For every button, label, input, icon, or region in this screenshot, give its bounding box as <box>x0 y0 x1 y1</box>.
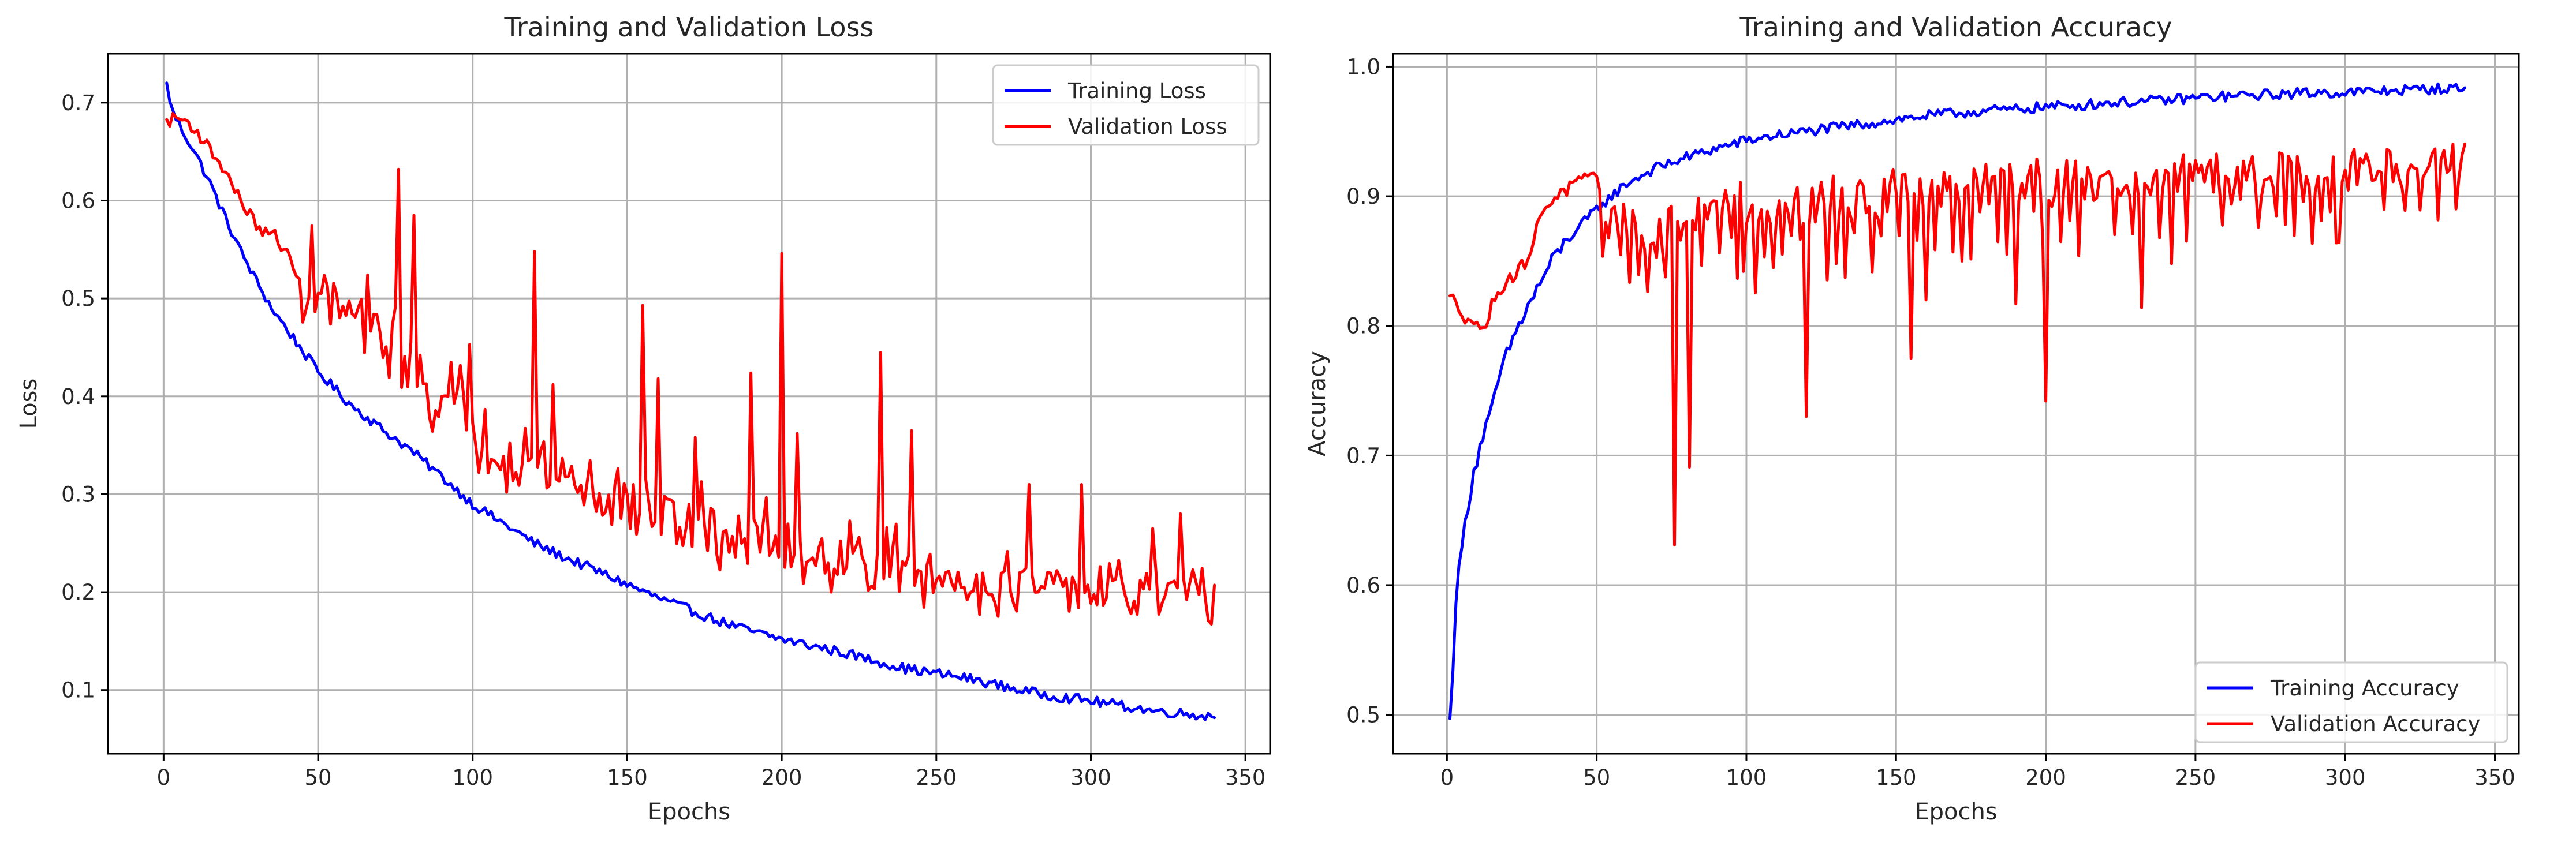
chart-title: Training and Validation Accuracy <box>1739 12 2172 43</box>
y-tick-label: 0.6 <box>61 188 95 213</box>
x-tick-label: 200 <box>2025 765 2066 790</box>
x-tick-label: 150 <box>607 765 648 790</box>
legend-label: Validation Accuracy <box>2271 712 2480 736</box>
series-line-training-accuracy <box>1448 82 2467 720</box>
x-tick-label: 350 <box>2474 765 2515 790</box>
x-tick-label: 100 <box>1726 765 1767 790</box>
loss-chart: 0 50 100 150 200 250 300 350 0.1 0.2 0.3 0.4 0.5 0.6 0… <box>16 12 1271 825</box>
legend-label: Training Loss <box>1067 78 1206 103</box>
series-line-validation-loss <box>165 111 1216 626</box>
y-tick-label: 0.3 <box>61 482 95 507</box>
plot-frame <box>107 53 1271 755</box>
x-tick-label: 350 <box>1225 765 1266 790</box>
x-tick-label: 300 <box>2325 765 2366 790</box>
legend-label: Training Accuracy <box>2270 676 2459 701</box>
x-tick-label: 50 <box>1583 765 1610 790</box>
series-line-validation-accuracy <box>1448 142 2467 546</box>
y-tick-label: 0.5 <box>61 286 95 311</box>
x-tick-label: 0 <box>157 765 171 790</box>
y-axis-label: Loss <box>16 379 42 429</box>
plot-frame <box>1392 53 2520 755</box>
y-tick-label: 0.5 <box>1346 703 1380 728</box>
y-tick-label: 0.2 <box>61 580 95 605</box>
x-tick-label: 0 <box>1440 765 1454 790</box>
x-tick-label: 200 <box>761 765 802 790</box>
x-tick-label: 150 <box>1876 765 1917 790</box>
x-tick-label: 300 <box>1070 765 1111 790</box>
y-tick-label: 0.7 <box>1346 443 1380 468</box>
x-tick-label: 100 <box>452 765 493 790</box>
chart-title: Training and Validation Loss <box>504 12 874 43</box>
y-tick-label: 0.8 <box>1346 314 1380 339</box>
accuracy-chart: 0 50 100 150 200 250 300 350 0.5 0.6 0.7 0.8 0.9 1.0 T… <box>1304 12 2520 825</box>
legend: Training Accuracy Validation Accuracy <box>2194 661 2508 743</box>
series-line-training-loss <box>165 81 1216 721</box>
x-tick-label: 250 <box>916 765 957 790</box>
x-axis-label: Epochs <box>648 799 730 825</box>
x-tick-label: 250 <box>2175 765 2216 790</box>
x-axis-label: Epochs <box>1914 799 1997 825</box>
y-tick-label: 0.4 <box>61 384 95 409</box>
y-tick-label: 1.0 <box>1346 54 1380 79</box>
y-tick-label: 0.1 <box>61 678 95 703</box>
legend-label: Validation Loss <box>1068 114 1227 139</box>
y-tick-label: 0.9 <box>1346 184 1380 209</box>
y-tick-label: 0.7 <box>61 91 95 115</box>
y-axis-label: Accuracy <box>1304 351 1331 456</box>
legend: Training Loss Validation Loss <box>992 64 1260 146</box>
x-tick-label: 50 <box>305 765 332 790</box>
y-tick-label: 0.6 <box>1346 573 1380 598</box>
